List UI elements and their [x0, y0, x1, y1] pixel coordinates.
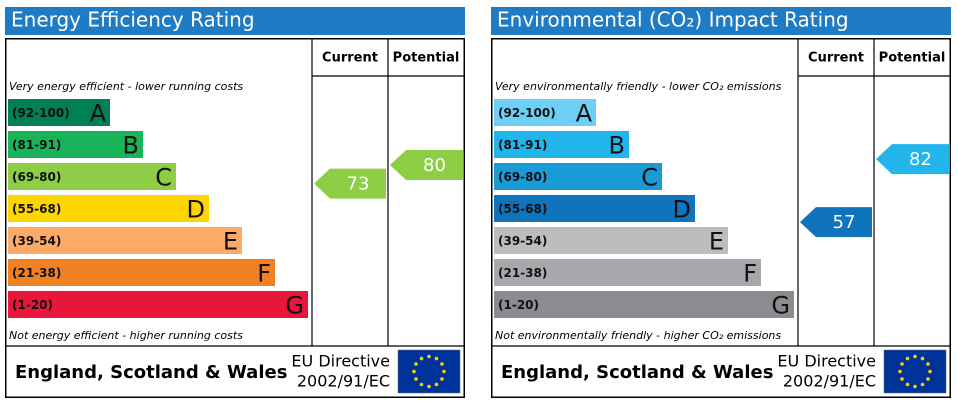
column-header: Potential	[879, 51, 946, 66]
band-range: (55-68)	[498, 202, 547, 216]
band-letter: F	[257, 260, 271, 288]
band-range: (81-91)	[12, 138, 61, 152]
column-header: Potential	[393, 51, 460, 66]
band-range: (92-100)	[12, 106, 70, 120]
rating-panel: Environmental (CO₂) Impact Rating Very en…	[491, 7, 951, 398]
band-range: (21-38)	[12, 266, 61, 280]
rating-band	[8, 99, 110, 126]
band-range: (39-54)	[498, 234, 547, 248]
band-letter: C	[155, 164, 172, 192]
rating-band	[8, 195, 209, 222]
band-range: (69-80)	[12, 170, 61, 184]
rating-value: 57	[833, 212, 856, 233]
eu-star	[414, 377, 418, 381]
band-letter: D	[673, 196, 691, 224]
rating-band	[8, 259, 275, 286]
top-note: Very energy efficient - lower running co…	[9, 80, 243, 93]
eu-star	[913, 384, 917, 389]
panel-title: Environmental (CO₂) Impact Rating	[497, 8, 849, 32]
eu-star	[434, 382, 439, 387]
footer-region: England, Scotland & Wales	[501, 362, 773, 383]
top-note: Very environmentally friendly - lower CO…	[495, 80, 782, 93]
band-letter: D	[187, 196, 205, 224]
band-range: (92-100)	[498, 106, 556, 120]
rating-arrow	[390, 150, 463, 180]
band-range: (55-68)	[12, 202, 61, 216]
rating-value: 82	[909, 149, 932, 170]
rating-band	[494, 195, 695, 222]
rating-band	[494, 259, 761, 286]
eu-star	[412, 369, 416, 374]
band-range: (21-38)	[498, 266, 547, 280]
eu-star	[928, 369, 932, 374]
band-range: (69-80)	[498, 170, 547, 184]
band-letter: B	[609, 132, 625, 160]
band-letter: F	[743, 260, 757, 288]
title-bar	[491, 7, 951, 35]
rating-panel: Energy Efficiency Rating Very energy effi…	[5, 7, 465, 398]
band-letter: B	[123, 132, 139, 160]
band-letter: C	[641, 164, 658, 192]
rating-value: 80	[423, 155, 446, 176]
eu-star	[440, 362, 444, 366]
rating-band	[8, 131, 143, 158]
eu-star	[900, 362, 904, 366]
eu-star	[920, 356, 925, 361]
eu-star	[926, 377, 930, 381]
band-range: (81-91)	[498, 138, 547, 152]
panel-frame	[5, 38, 465, 398]
eu-star	[442, 369, 446, 374]
eu-star	[898, 369, 902, 374]
panel-title: Energy Efficiency Rating	[11, 8, 255, 32]
eu-star	[440, 377, 444, 381]
rating-band	[494, 227, 728, 254]
eu-star	[905, 382, 910, 387]
eu-star	[427, 354, 431, 359]
rating-band	[8, 291, 308, 318]
band-letter: A	[576, 100, 593, 128]
eu-star	[926, 362, 930, 366]
rating-band	[494, 163, 662, 190]
column-header: Current	[322, 51, 378, 66]
footer-directive: EU Directive	[291, 352, 390, 371]
rating-arrow	[876, 144, 949, 175]
band-letter: E	[223, 228, 238, 256]
rating-band	[494, 131, 629, 158]
band-letter: G	[285, 292, 304, 320]
eu-star	[434, 356, 439, 361]
eu-star	[427, 384, 431, 389]
column-header: Current	[808, 51, 864, 66]
band-range: (1-20)	[12, 298, 53, 312]
eu-star	[905, 356, 910, 361]
footer-code: 2002/91/EC	[297, 372, 390, 391]
rating-band	[8, 163, 176, 190]
eu-star	[419, 356, 424, 361]
eu-star	[414, 362, 418, 366]
footer-directive: EU Directive	[777, 352, 876, 371]
bottom-note: Not energy efficient - higher running co…	[9, 329, 243, 342]
band-letter: G	[771, 292, 790, 320]
rating-band	[8, 227, 242, 254]
bottom-note: Not environmentally friendly - higher CO…	[495, 329, 781, 342]
rating-arrow	[800, 207, 872, 238]
eu-star	[419, 382, 424, 387]
eu-star	[920, 382, 925, 387]
band-letter: E	[709, 228, 724, 256]
eu-star	[900, 377, 904, 381]
panel-frame	[491, 38, 951, 398]
eu-star	[913, 354, 917, 359]
title-bar	[5, 7, 465, 35]
band-letter: A	[90, 100, 107, 128]
footer-code: 2002/91/EC	[783, 372, 876, 391]
band-range: (1-20)	[498, 298, 539, 312]
footer-region: England, Scotland & Wales	[15, 362, 287, 383]
rating-band	[494, 99, 596, 126]
rating-value: 73	[347, 174, 370, 195]
band-range: (39-54)	[12, 234, 61, 248]
rating-band	[494, 291, 794, 318]
rating-arrow	[314, 168, 386, 199]
